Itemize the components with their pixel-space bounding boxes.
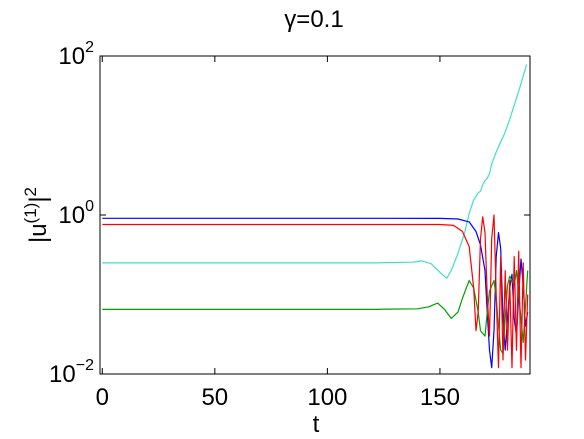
y-tick-label: 100 xyxy=(58,198,94,229)
x-tick-label: 100 xyxy=(307,384,347,411)
plot-area xyxy=(102,64,529,369)
x-tick-label: 150 xyxy=(420,384,460,411)
y-axis: 10−2 100 102 xyxy=(49,39,530,388)
y-axis-label: |u(1)|2 xyxy=(21,187,52,243)
series-line-1 xyxy=(102,64,528,279)
chart-title: γ=0.1 xyxy=(284,6,343,33)
plot-frame xyxy=(99,55,531,375)
y-tick-label: 10−2 xyxy=(49,357,94,388)
y-tick-label: 102 xyxy=(58,39,94,70)
x-axis: 0 50 100 150 xyxy=(96,56,460,411)
series-line-4 xyxy=(102,214,529,369)
x-tick-label: 50 xyxy=(201,384,228,411)
x-axis-label: t xyxy=(313,411,320,438)
series-line-3 xyxy=(102,270,529,355)
x-tick-label: 0 xyxy=(96,384,109,411)
